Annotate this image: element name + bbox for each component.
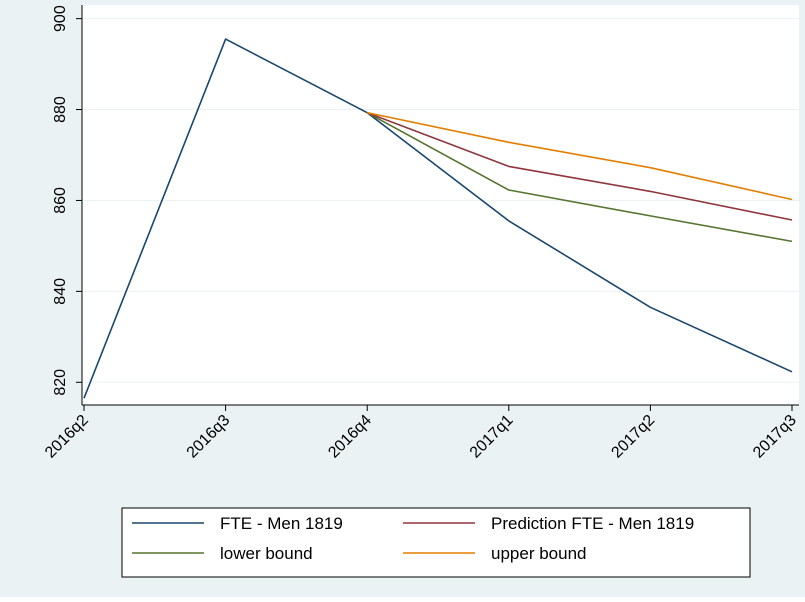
series-line-prediction-fte-men-1819 [366,111,793,221]
grid-lines [82,18,799,383]
y-tick-label: 880 [52,96,69,123]
y-tick-label: 860 [52,187,69,214]
legend-label: Prediction FTE - Men 1819 [491,514,694,533]
series-line-lower-bound [366,111,793,243]
series-line-upper-bound [367,111,793,201]
legend-box [121,507,751,578]
series-layer [83,38,793,399]
y-axis-ticks: 820 840 860 880 900 [52,5,82,396]
legend-label: upper bound [491,544,586,563]
y-tick-label: 900 [52,5,69,32]
plot-area [82,5,799,405]
y-tick-label: 820 [52,369,69,396]
legend-label: FTE - Men 1819 [220,514,343,533]
legend-label: lower bound [220,544,313,563]
y-tick-label: 840 [52,278,69,305]
axes [81,5,799,406]
series-line-fte-men-1819 [83,38,793,399]
legend: FTE - Men 1819 Prediction FTE - Men 1819 l… [121,507,751,578]
